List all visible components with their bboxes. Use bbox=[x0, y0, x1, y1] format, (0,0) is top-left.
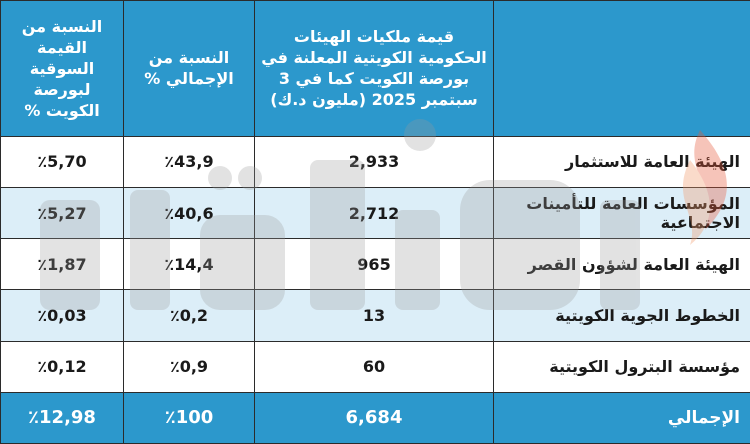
value-cell: 60 bbox=[254, 340, 494, 393]
entity-name: مؤسسة البترول الكويتية bbox=[493, 340, 750, 393]
table-row: الهيئة العامة لشؤون القصر 965 ٪14,4 ٪1,8… bbox=[0, 238, 750, 291]
entity-name: الخطوط الجوية الكويتية bbox=[493, 289, 750, 342]
table-row: مؤسسة البترول الكويتية 60 ٪0,9 ٪0,12 bbox=[0, 340, 750, 393]
share-total-cell: ٪40,6 bbox=[123, 186, 255, 240]
total-share-market-cell: ٪12,98 bbox=[0, 391, 124, 444]
header-share-total-cell: النسبة من الإجمالي % bbox=[123, 0, 255, 137]
table-row: المؤسسات العامة للتأمينات الاجتماعية 2,7… bbox=[0, 186, 750, 240]
value-cell: 965 bbox=[254, 238, 494, 291]
value-cell: 13 bbox=[254, 289, 494, 342]
table-row: الهيئة العامة للاستثمار 2,933 ٪43,9 ٪5,7… bbox=[0, 135, 750, 189]
entity-name: المؤسسات العامة للتأمينات الاجتماعية bbox=[493, 186, 750, 240]
total-share-total-cell: ٪100 bbox=[123, 391, 255, 444]
share-market-cell: ٪0,12 bbox=[0, 340, 124, 393]
header-value-cell: قيمة ملكيات الهيئات الحكومية الكويتية ال… bbox=[254, 0, 494, 137]
share-total-cell: ٪0,2 bbox=[123, 289, 255, 342]
value-cell: 2,712 bbox=[254, 186, 494, 240]
entity-name: الهيئة العامة للاستثمار bbox=[493, 135, 750, 189]
share-total-cell: ٪14,4 bbox=[123, 238, 255, 291]
share-market-cell: ٪5,27 bbox=[0, 186, 124, 240]
table-header-row: قيمة ملكيات الهيئات الحكومية الكويتية ال… bbox=[0, 0, 750, 137]
total-value-cell: 6,684 bbox=[254, 391, 494, 444]
share-market-cell: ٪5,70 bbox=[0, 135, 124, 189]
header-entity-cell bbox=[493, 0, 750, 137]
total-label: الإجمالي bbox=[493, 391, 750, 444]
value-cell: 2,933 bbox=[254, 135, 494, 189]
entity-name: الهيئة العامة لشؤون القصر bbox=[493, 238, 750, 291]
share-total-cell: ٪0,9 bbox=[123, 340, 255, 393]
table-total-row: الإجمالي 6,684 ٪100 ٪12,98 bbox=[0, 391, 750, 444]
share-market-cell: ٪1,87 bbox=[0, 238, 124, 291]
share-total-cell: ٪43,9 bbox=[123, 135, 255, 189]
header-share-market-cell: النسبة من القيمة السوقية لبورصة الكويت % bbox=[0, 0, 124, 137]
share-market-cell: ٪0,03 bbox=[0, 289, 124, 342]
table-row: الخطوط الجوية الكويتية 13 ٪0,2 ٪0,03 bbox=[0, 289, 750, 342]
